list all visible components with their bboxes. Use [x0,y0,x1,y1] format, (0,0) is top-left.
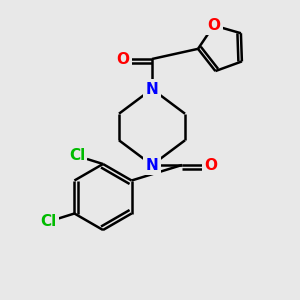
Text: O: O [205,158,218,172]
Text: Cl: Cl [69,148,85,164]
Text: N: N [146,158,158,172]
Text: Cl: Cl [40,214,56,229]
Text: O: O [207,18,220,33]
Text: O: O [116,52,130,67]
Text: N: N [146,82,158,97]
